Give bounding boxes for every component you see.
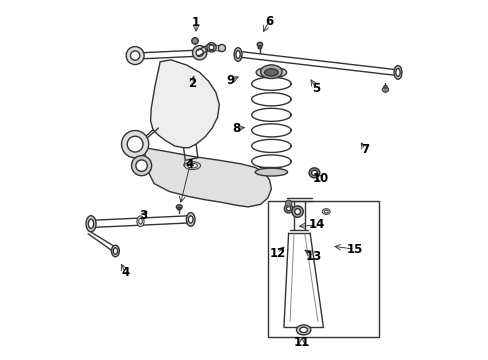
Ellipse shape — [299, 327, 307, 333]
Text: 15: 15 — [346, 243, 363, 256]
Ellipse shape — [184, 162, 200, 170]
Ellipse shape — [255, 168, 287, 176]
Circle shape — [218, 44, 225, 51]
Ellipse shape — [111, 245, 119, 257]
Text: 13: 13 — [305, 249, 321, 262]
Circle shape — [196, 49, 203, 56]
Text: 10: 10 — [312, 172, 328, 185]
Circle shape — [127, 136, 142, 152]
Ellipse shape — [257, 42, 262, 46]
Circle shape — [284, 204, 292, 213]
Ellipse shape — [260, 65, 282, 78]
Ellipse shape — [188, 216, 193, 223]
Ellipse shape — [324, 210, 327, 213]
Text: 2: 2 — [188, 77, 196, 90]
Circle shape — [291, 206, 303, 217]
Circle shape — [131, 156, 151, 176]
Ellipse shape — [234, 48, 242, 61]
Ellipse shape — [88, 219, 94, 228]
Ellipse shape — [137, 216, 144, 226]
Ellipse shape — [264, 69, 278, 76]
Text: 9: 9 — [226, 74, 235, 87]
Text: 1: 1 — [192, 16, 200, 29]
Ellipse shape — [296, 325, 310, 335]
Ellipse shape — [382, 87, 388, 92]
Circle shape — [294, 209, 300, 215]
Circle shape — [192, 45, 206, 60]
Circle shape — [191, 38, 198, 44]
Ellipse shape — [86, 216, 96, 232]
Ellipse shape — [393, 66, 401, 79]
Bar — [267, 201, 378, 337]
Ellipse shape — [139, 219, 142, 224]
Ellipse shape — [256, 67, 286, 78]
Polygon shape — [150, 60, 219, 148]
Text: 5: 5 — [311, 82, 320, 95]
Ellipse shape — [186, 213, 195, 226]
Circle shape — [126, 46, 144, 64]
Ellipse shape — [258, 46, 261, 49]
Circle shape — [208, 45, 214, 50]
Ellipse shape — [113, 248, 117, 254]
Circle shape — [121, 131, 148, 158]
Text: 12: 12 — [269, 247, 285, 260]
Text: 4: 4 — [185, 158, 194, 171]
Ellipse shape — [235, 50, 240, 58]
Ellipse shape — [383, 85, 386, 88]
Ellipse shape — [176, 205, 182, 209]
Text: 11: 11 — [293, 336, 309, 349]
Ellipse shape — [177, 207, 181, 210]
Text: 8: 8 — [231, 122, 240, 135]
Circle shape — [286, 207, 290, 211]
Circle shape — [136, 160, 147, 171]
Text: 3: 3 — [139, 210, 147, 222]
Ellipse shape — [187, 163, 197, 168]
Circle shape — [130, 51, 140, 60]
Circle shape — [206, 42, 216, 52]
Text: 4: 4 — [121, 266, 129, 279]
Text: 6: 6 — [264, 15, 272, 28]
Ellipse shape — [311, 170, 317, 175]
Circle shape — [285, 200, 291, 207]
Text: 14: 14 — [308, 218, 325, 231]
Ellipse shape — [395, 68, 399, 76]
Ellipse shape — [308, 168, 319, 178]
Polygon shape — [144, 148, 271, 207]
Ellipse shape — [322, 209, 329, 215]
Text: 7: 7 — [361, 143, 368, 156]
